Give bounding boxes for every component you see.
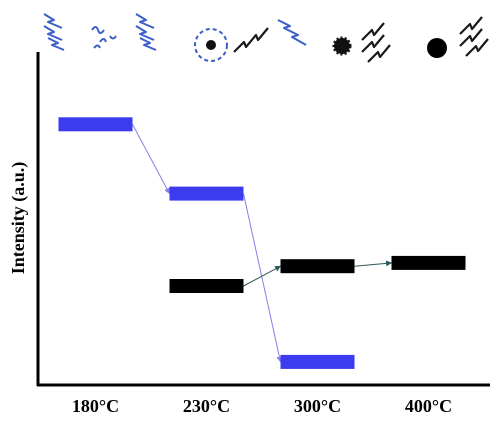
x-tick-label: 230°C <box>183 396 230 416</box>
x-tick-label: 300°C <box>294 396 341 416</box>
level-bar <box>391 255 466 270</box>
transition-arrow <box>132 124 170 195</box>
level-bar <box>169 279 244 293</box>
level-bar <box>58 117 133 132</box>
x-tick-label: 180°C <box>72 396 119 416</box>
level-bar <box>169 186 244 201</box>
transition-arrow <box>243 265 282 287</box>
transition-arrow <box>354 260 393 267</box>
y-axis-label: Intensity (a.u.) <box>8 162 29 275</box>
transition-arrow <box>243 193 283 363</box>
x-tick-label: 400°C <box>405 396 452 416</box>
structure-icons <box>43 13 489 63</box>
level-bar <box>280 354 355 369</box>
level-bar <box>280 259 355 274</box>
